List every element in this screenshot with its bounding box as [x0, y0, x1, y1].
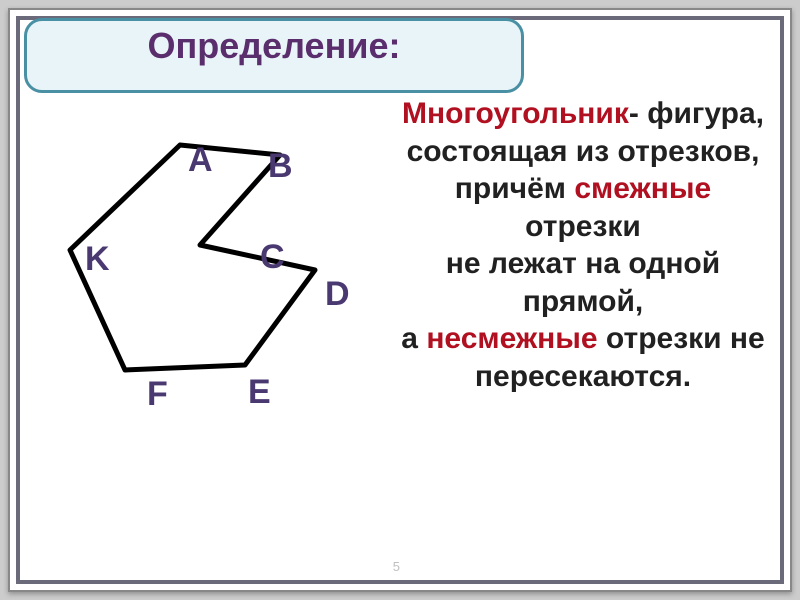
- vertex-label-A: A: [188, 141, 213, 180]
- definition-keyword: несмежные: [426, 322, 597, 355]
- vertex-label-K: K: [85, 240, 110, 279]
- title-box: Определение:: [24, 18, 524, 93]
- definition-segment: отрезки: [525, 210, 641, 243]
- content-area: A B C D E F K Многоугольник- фигура, состоящая …: [20, 75, 780, 580]
- definition-panel: Многоугольник- фигура, состоящая из отрез…: [400, 75, 780, 580]
- vertex-label-D: D: [325, 275, 350, 314]
- slide-frame: Определение: A B C D E F K Многоугольник- фигу…: [8, 8, 792, 592]
- definition-segment: - фигура,: [629, 97, 764, 130]
- definition-segment: состоящая из отрезков,: [407, 135, 760, 168]
- definition-keyword: смежные: [574, 172, 711, 205]
- vertex-label-F: F: [147, 375, 168, 414]
- vertex-label-B: B: [268, 147, 293, 186]
- polygon-diagram: A B C D E F K: [20, 75, 400, 580]
- definition-segment: не лежат на одной прямой,: [446, 247, 720, 318]
- vertex-label-E: E: [248, 373, 271, 412]
- title-text: Определение:: [47, 26, 501, 66]
- vertex-label-C: C: [260, 238, 285, 277]
- definition-text: Многоугольник- фигура, состоящая из отрез…: [400, 95, 766, 395]
- page-number: 5: [393, 559, 400, 574]
- slide-inner-frame: Определение: A B C D E F K Многоугольник- фигу…: [16, 16, 784, 584]
- definition-segment: причём: [455, 172, 575, 205]
- definition-segment: а: [401, 322, 426, 355]
- definition-keyword: Многоугольник: [402, 97, 629, 130]
